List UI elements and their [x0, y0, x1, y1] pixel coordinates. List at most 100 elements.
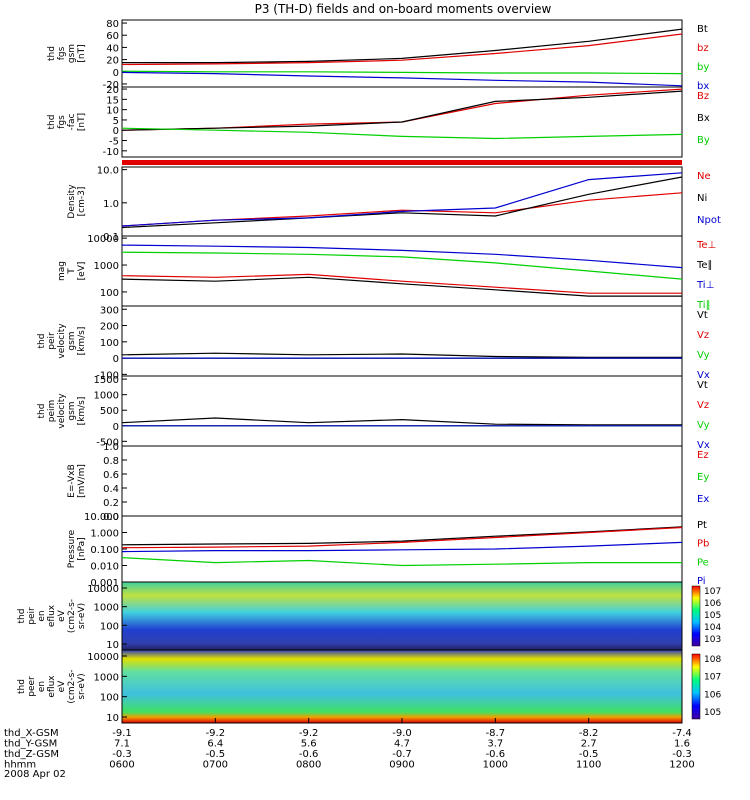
orbit-value: -9.0 — [392, 728, 412, 739]
y-tick-label: 200 — [100, 322, 119, 333]
y-axis-label: velocity — [57, 393, 67, 429]
panel-pressure: 10.000 1.000 0.100 0.010 0.001 Pressure [nPa] P… — [67, 512, 709, 589]
y-axis-label: (cm2-s- — [67, 669, 77, 703]
y-tick-label: 10.000 — [84, 512, 119, 523]
y-axis-label: fgs — [57, 115, 67, 129]
orbit-value: 5.6 — [301, 739, 317, 750]
y-axis-label: (cm2-s- — [67, 599, 77, 633]
y-axis-label: gsm — [67, 44, 77, 63]
orbit-value: 0600 — [109, 760, 134, 771]
y-axis-label: en — [37, 681, 47, 692]
colorbar-tick-label: 105 — [704, 708, 721, 718]
y-tick-label: 10 — [106, 106, 119, 117]
y-axis-label: peir — [27, 607, 37, 625]
legend-entry: Ey — [697, 472, 709, 483]
series-line — [121, 417, 682, 426]
panel-peir-en-eflux: 107 106 105 104 103 10000 1000 100 10 thd peir en ef… — [17, 581, 721, 651]
panel-frame — [121, 375, 683, 447]
legend-entry: Vy — [697, 420, 710, 431]
y-tick-label: 80 — [106, 19, 119, 30]
y-axis-label: thd — [17, 609, 27, 624]
panel-frame — [121, 305, 683, 377]
y-tick-label: -20 — [103, 80, 119, 91]
legend-entry: bx — [697, 81, 709, 92]
y-axis-label: en — [37, 610, 47, 621]
y-axis-label: eflux — [47, 604, 57, 627]
panel-frame — [121, 19, 683, 88]
series-line — [121, 352, 682, 358]
orbit-value: 6.4 — [207, 739, 223, 750]
y-tick-label: 1.000 — [90, 529, 119, 540]
orbit-value: -0.6 — [486, 749, 506, 760]
series-line — [121, 176, 683, 229]
y-tick-label: 1.0 — [103, 442, 119, 453]
y-tick-label: 0.2 — [103, 498, 119, 509]
series-line — [121, 172, 683, 227]
y-tick-label: 0 — [113, 422, 119, 433]
panel-density: 10.0 1.0 0.1 Density [cm-3] Ne Ni Npot — [67, 166, 721, 243]
y-tick-label: 0.8 — [103, 456, 119, 467]
panel-temperature: 10000 1000 100 mag T [eV] Te⊥ Te∥ Ti⊥ Ti∥ — [57, 234, 716, 311]
colorbar-tick-label: 107 — [704, 587, 721, 597]
orbit-value: -0.5 — [206, 749, 226, 760]
y-axis-label: thd — [47, 46, 57, 61]
heatmap-field — [122, 582, 682, 650]
legend-entry: Vt — [697, 380, 708, 391]
plot-title: P3 (TH-D) fields and on-board moments ov… — [255, 2, 552, 16]
y-tick-label: 1000 — [94, 261, 119, 272]
y-axis-label: E=-VxB — [67, 464, 77, 498]
y-tick-label: 10000 — [87, 234, 119, 245]
orbit-row-label: thd_X-GSM — [4, 728, 59, 739]
legend-entry: Ti⊥ — [696, 280, 714, 291]
y-axis-label: [km/s] — [77, 327, 87, 356]
y-tick-label: 0.0 — [103, 512, 119, 523]
series-line — [121, 557, 682, 567]
y-tick-label: 0.001 — [90, 578, 119, 589]
series-line — [121, 127, 683, 140]
y-tick-label: 20 — [106, 85, 119, 96]
y-axis-label: [eV] — [77, 262, 87, 281]
series-line — [121, 251, 683, 280]
orbit-row-label: thd_Z-GSM — [4, 749, 59, 760]
colorbar-tick-label: 105 — [704, 611, 721, 621]
y-axis-label: sr-eV) — [77, 603, 87, 629]
orbit-value: -0.3 — [112, 749, 132, 760]
y-axis-label: velocity — [57, 323, 67, 359]
y-axis-label: mag — [57, 261, 67, 281]
y-axis-label: [nT] — [77, 44, 87, 62]
y-tick-label: -10 — [103, 147, 119, 158]
y-tick-label: 40 — [106, 43, 119, 54]
y-axis-label: [nT] — [77, 113, 87, 131]
y-tick-label: 1000 — [94, 391, 119, 402]
legend-entry: by — [697, 62, 709, 73]
legend-entry: Ne — [697, 171, 711, 182]
orbit-value: 0900 — [389, 760, 414, 771]
series-line — [121, 33, 683, 66]
y-tick-label: 0.4 — [103, 484, 119, 495]
orbit-value: 4.7 — [394, 739, 410, 750]
legend-entry: Vx — [697, 440, 710, 451]
y-tick-label: 300 — [100, 305, 119, 316]
legend-entry: Te∥ — [696, 260, 713, 271]
legend-entry: By — [697, 135, 710, 146]
y-tick-label: 10 — [106, 713, 119, 724]
y-tick-label: 60 — [106, 31, 119, 42]
legend-entry: Bz — [697, 91, 709, 102]
orbit-value: -8.7 — [486, 728, 506, 739]
colorbar-tick-label: 108 — [704, 655, 721, 665]
series-line — [121, 526, 683, 546]
series-line — [121, 526, 683, 549]
y-axis-label: [km/s] — [77, 397, 87, 426]
colorbar — [691, 585, 701, 647]
y-tick-label: 0.100 — [90, 545, 119, 556]
y-axis-label: thd — [47, 115, 57, 130]
legend-entry: Ez — [697, 450, 709, 461]
y-tick-label: -5 — [109, 137, 119, 148]
y-tick-label: 100 — [100, 621, 119, 632]
orbit-value: -7.4 — [672, 728, 692, 739]
colorbar-tick-label: 103 — [704, 635, 721, 645]
orbit-value: 3.7 — [487, 739, 503, 750]
colorbar-tick-label: 104 — [704, 623, 721, 633]
